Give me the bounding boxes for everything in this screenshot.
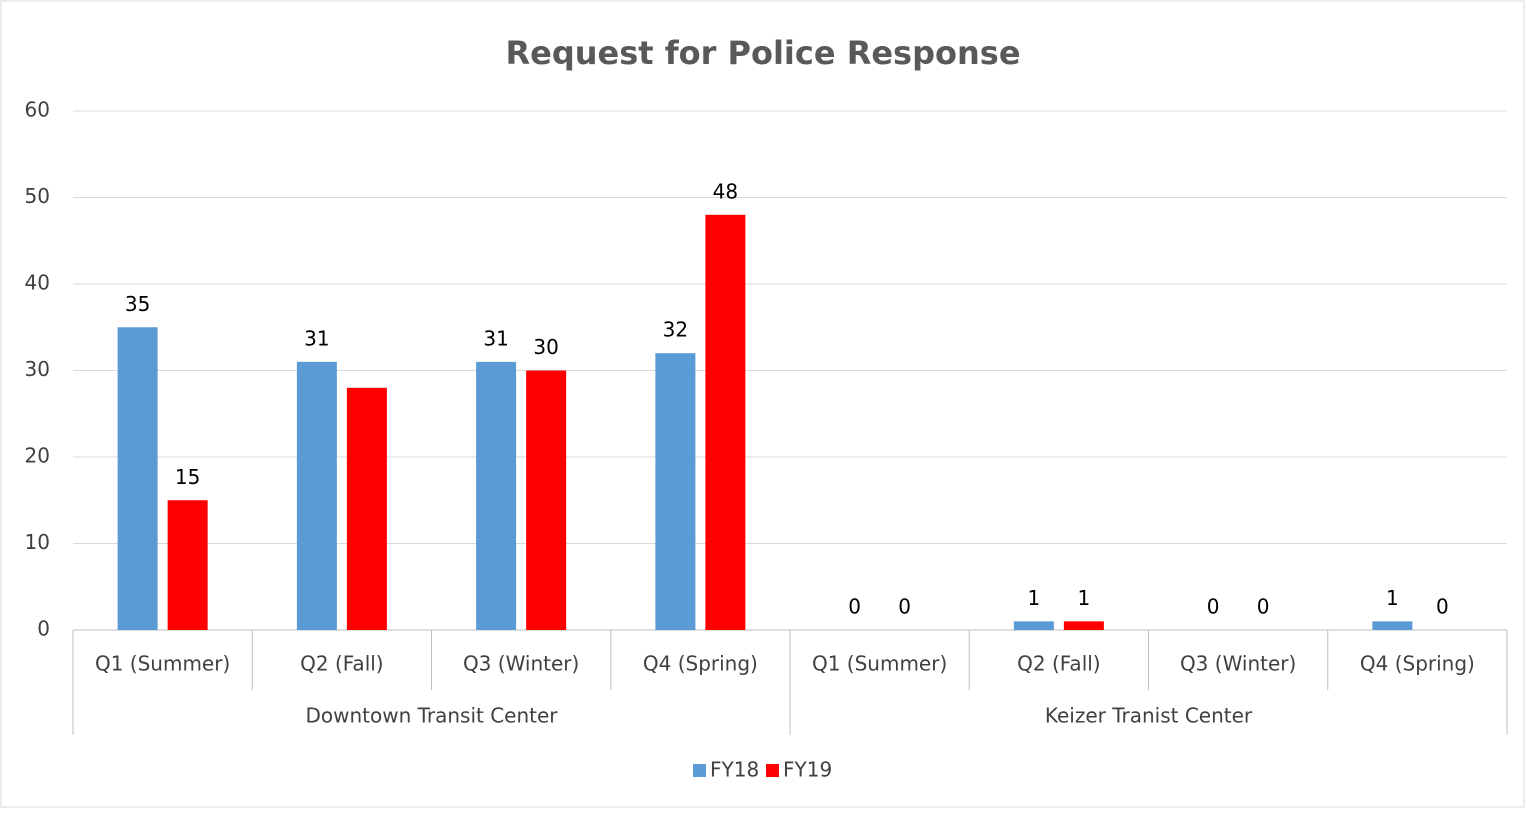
y-tick-label: 0 <box>37 617 50 641</box>
data-label: 0 <box>848 595 861 619</box>
data-label: 1 <box>1028 586 1041 610</box>
data-label: 48 <box>713 179 738 203</box>
bar <box>655 353 696 630</box>
data-label: 30 <box>533 335 558 359</box>
group-label: Downtown Transit Center <box>305 704 558 728</box>
x-tick-label: Q2 (Fall) <box>1017 652 1100 676</box>
bar <box>346 387 387 630</box>
legend-label: FY19 <box>783 758 832 782</box>
bar <box>705 214 746 631</box>
bar <box>167 500 208 630</box>
data-label: 15 <box>175 465 200 489</box>
x-tick-label: Q2 (Fall) <box>300 652 383 676</box>
data-label: 0 <box>1257 595 1270 619</box>
y-tick-label: 30 <box>25 357 50 381</box>
bar <box>1063 621 1104 630</box>
y-tick-label: 60 <box>25 98 50 122</box>
data-label: 0 <box>1207 595 1220 619</box>
data-label: 31 <box>304 326 329 350</box>
y-tick-label: 50 <box>25 184 50 208</box>
data-label: 35 <box>125 292 150 316</box>
legend-label: FY18 <box>710 758 759 782</box>
data-label: 0 <box>1436 595 1449 619</box>
data-label: 1 <box>1078 586 1091 610</box>
x-tick-label: Q1 (Summer) <box>95 652 230 676</box>
bar <box>1013 621 1054 630</box>
data-label: 32 <box>663 318 688 342</box>
y-tick-label: 20 <box>25 444 50 468</box>
legend-swatch <box>693 764 706 777</box>
y-tick-label: 40 <box>25 271 50 295</box>
chart-title: Request for Police Response <box>505 34 1020 72</box>
bar <box>296 361 337 630</box>
bar <box>1372 621 1413 630</box>
y-tick-label: 10 <box>25 530 50 554</box>
legend-swatch <box>766 764 779 777</box>
x-tick-label: Q4 (Spring) <box>643 652 758 676</box>
bar <box>476 361 517 630</box>
data-label: 31 <box>483 326 508 350</box>
x-tick-label: Q3 (Winter) <box>463 652 579 676</box>
x-tick-label: Q1 (Summer) <box>812 652 947 676</box>
data-label: 1 <box>1386 586 1399 610</box>
bar <box>117 327 158 630</box>
x-tick-label: Q3 (Winter) <box>1180 652 1296 676</box>
group-label: Keizer Tranist Center <box>1045 704 1253 728</box>
x-tick-label: Q4 (Spring) <box>1360 652 1475 676</box>
bar <box>526 370 567 630</box>
data-label: 0 <box>898 595 911 619</box>
